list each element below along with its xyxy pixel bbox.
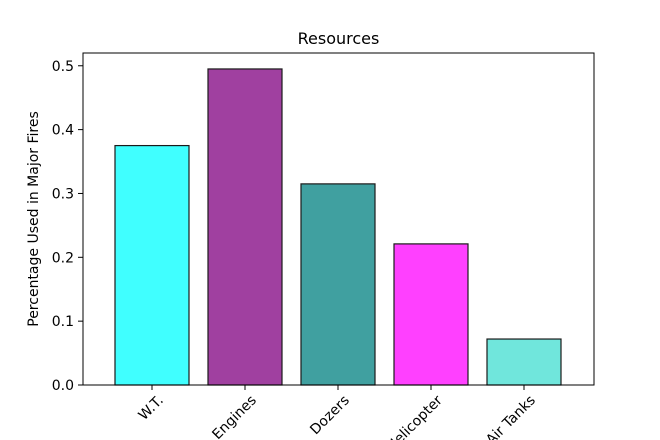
bar-1 xyxy=(207,68,283,386)
y-ticks-group: 0.0 0.1 0.2 0.3 0.4 0.5 xyxy=(52,59,83,394)
y-axis-label: Percentage Used in Major Fires xyxy=(26,111,42,327)
bar-3 xyxy=(393,243,469,386)
x-tick-label-1: Engines xyxy=(209,393,259,440)
x-tick-label-4: Air Tanks xyxy=(483,393,539,440)
x-tick-label-0: W.T. xyxy=(136,393,167,424)
y-tick-label-4: 0.4 xyxy=(52,123,74,139)
x-tick-label-2: Dozers xyxy=(307,393,353,439)
x-tick-label-3: Helicopter xyxy=(384,392,446,440)
bar-0 xyxy=(114,144,190,386)
plot-frame xyxy=(82,52,595,386)
bars-group xyxy=(114,68,562,386)
y-tick-label-3: 0.3 xyxy=(52,186,74,202)
y-tick-label-5: 0.5 xyxy=(52,59,74,75)
y-tick-label-2: 0.2 xyxy=(52,250,74,266)
x-ticks-group: W.T. Engines Dozers Helicopter Air Tanks xyxy=(136,385,539,440)
bar-2 xyxy=(300,183,376,386)
y-tick-label-0: 0.0 xyxy=(52,378,74,394)
chart-title: Resources xyxy=(298,29,380,48)
bar-4 xyxy=(486,338,562,386)
y-tick-label-1: 0.1 xyxy=(52,314,74,330)
